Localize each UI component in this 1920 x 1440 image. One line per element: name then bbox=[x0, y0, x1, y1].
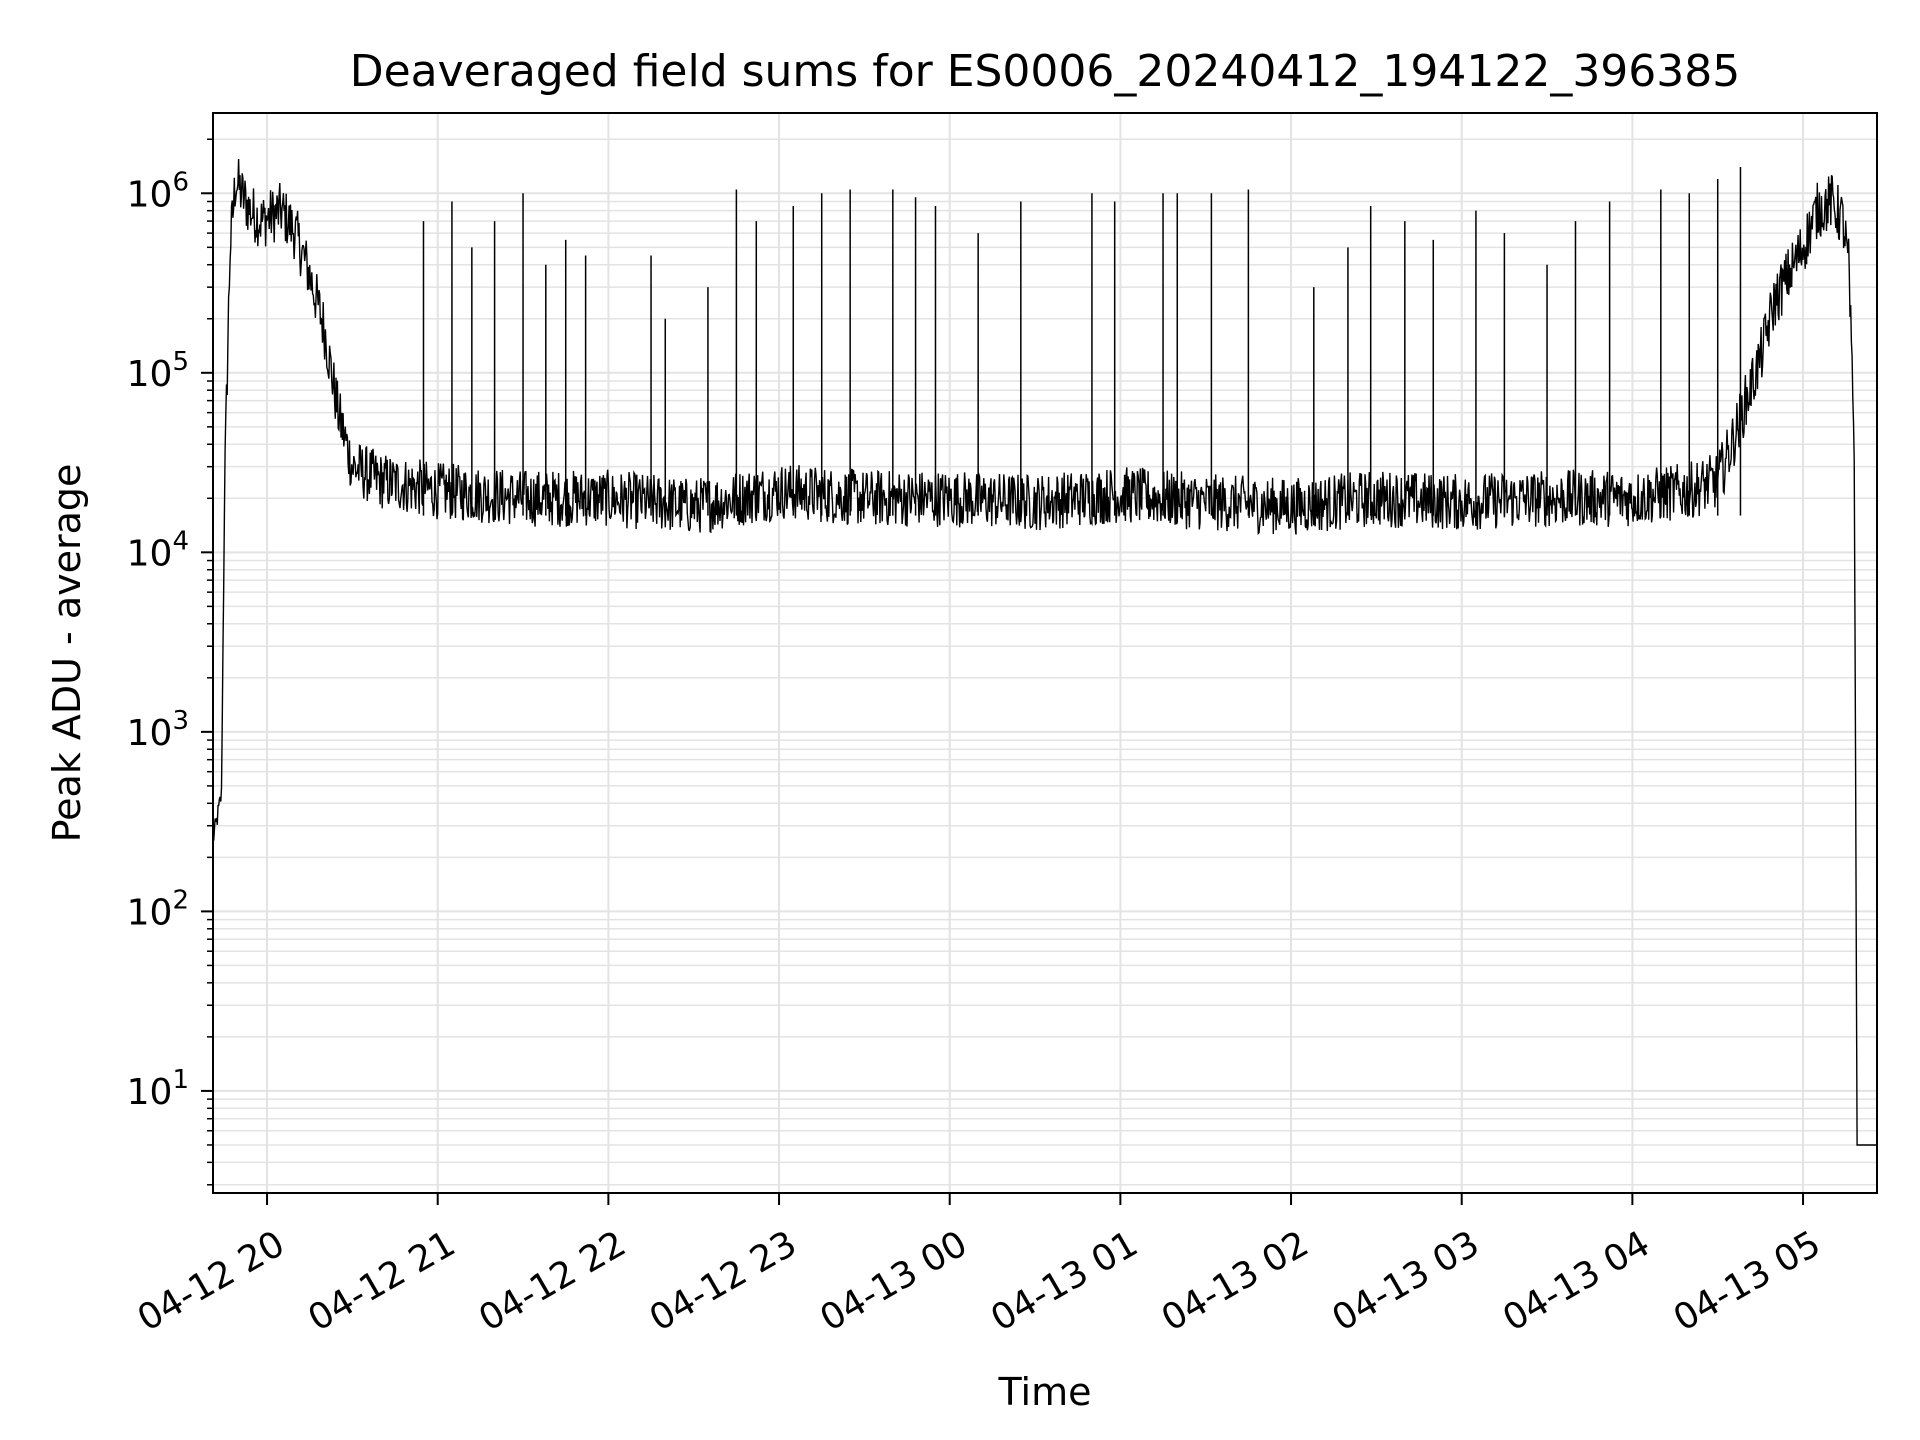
series-line bbox=[212, 158, 1877, 1146]
y-tick-label: 101 bbox=[127, 1065, 189, 1113]
y-tick-base: 10 bbox=[127, 354, 173, 395]
y-tick-base: 10 bbox=[127, 174, 173, 215]
y-tick-label: 103 bbox=[127, 706, 189, 754]
y-tick-label: 104 bbox=[127, 526, 189, 574]
y-tick-base: 10 bbox=[127, 892, 173, 933]
y-tick-exponent: 1 bbox=[172, 1065, 189, 1095]
y-tick-label: 105 bbox=[127, 347, 189, 395]
y-tick-exponent: 3 bbox=[172, 706, 189, 736]
y-tick-exponent: 5 bbox=[172, 347, 189, 377]
series-layer bbox=[212, 158, 1877, 1146]
plot-frame bbox=[212, 112, 1878, 1194]
y-tick-base: 10 bbox=[127, 533, 173, 574]
y-tick-base: 10 bbox=[127, 1072, 173, 1113]
y-tick-exponent: 6 bbox=[172, 167, 189, 197]
grid bbox=[213, 113, 1877, 1193]
y-axis-label: Peak ADU - average bbox=[45, 464, 89, 843]
y-tick-label: 102 bbox=[127, 885, 189, 933]
chart-title: Deaveraged field sums for ES0006_2024041… bbox=[350, 46, 1741, 97]
y-tick-label: 106 bbox=[127, 167, 189, 215]
y-tick-base: 10 bbox=[127, 713, 173, 754]
x-axis-label: Time bbox=[998, 1370, 1092, 1414]
y-tick-exponent: 4 bbox=[172, 526, 189, 556]
y-tick-exponent: 2 bbox=[172, 885, 189, 915]
